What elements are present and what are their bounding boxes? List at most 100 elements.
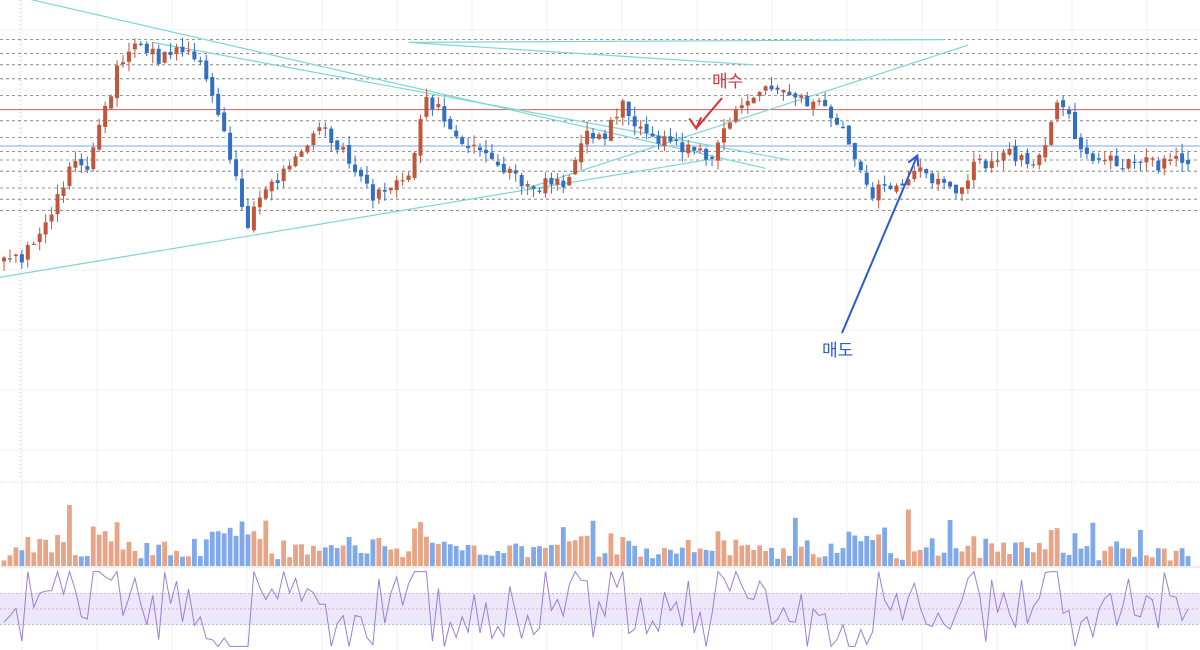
volume-bar [1144,555,1149,566]
candle-body [674,139,679,141]
candle-body [930,173,935,184]
candle-body [531,186,536,189]
candle-body [1084,147,1089,154]
volume-bar [84,556,90,566]
volume-bar [55,535,60,566]
candle-body [591,133,596,139]
candle-body [1090,153,1095,161]
candle-body [924,169,929,174]
candle-body [525,184,530,187]
candle-body [329,128,334,143]
volume-bar [114,522,120,566]
volume-bar [1185,556,1191,566]
volume-bar [299,544,304,566]
candle-body [1114,155,1119,167]
candle-body [478,147,482,151]
volume-bar [1161,548,1167,566]
volume-bar [1042,549,1048,566]
volume-bar [215,531,221,566]
candle-body [7,258,12,260]
volume-bar [923,547,929,566]
volume-bar [1007,553,1012,566]
candle-body [1150,158,1155,160]
candle-body [620,100,625,118]
sell-label: 매도 [822,341,853,361]
candle-body [430,97,435,110]
volume-bar [257,538,263,566]
candle-body [240,178,244,207]
candle-body [2,257,6,262]
candle-body [942,179,947,183]
volume-bar [608,533,614,566]
candle-body [1061,100,1066,108]
trendline [152,41,790,161]
volume-bar [180,556,185,566]
candle-body [156,48,161,64]
volume-bar [1013,542,1018,566]
candle-body [31,243,36,246]
candle-body [210,76,215,96]
volume-bar [334,548,340,566]
volume-bar [96,534,102,566]
volume-bar [73,555,78,566]
candle-body [585,130,590,145]
candle-body [1120,168,1125,170]
candle-body [1031,164,1036,166]
candle-body [549,177,554,185]
candle-body [186,50,191,52]
candle-body [1043,145,1048,158]
candle-body [382,189,387,192]
volume-bar [78,556,84,566]
candle-body [162,51,167,63]
volume-bar [13,547,19,566]
candle-body [876,184,881,201]
candle-body [829,106,834,119]
candle-body [727,122,732,129]
volume-bar [394,548,400,566]
candle-body [817,100,822,102]
volume-bar [626,540,632,566]
volume-bar [1179,548,1185,566]
volume-bar [673,553,679,566]
volume-bar [917,549,923,566]
volume-bar [906,509,911,566]
candle-body [763,86,768,91]
volume-bar [102,531,108,566]
candle-body [835,117,839,125]
volume-bar [382,546,388,566]
candle-body [662,136,667,147]
candle-body [257,197,262,208]
volume-bar [233,535,239,566]
volume-bar [995,551,1001,566]
candle-body [323,127,328,129]
candle-body [448,118,453,130]
candle-body [1126,159,1131,169]
candle-body [1162,158,1167,169]
volume-bar [644,548,649,566]
candle-body [1019,155,1024,160]
candle-body [579,143,584,163]
volume-bar [590,520,596,566]
candle-body [698,148,703,151]
candle-body [299,151,304,157]
candle-body [537,190,542,192]
volume-bar [435,543,441,566]
oscillator-pane [0,569,1200,648]
candle-body [406,175,411,181]
volume-bar [311,545,316,566]
sell-arrow [841,155,919,334]
trendline [30,0,766,169]
volume-bar [471,545,477,566]
volume-bar [810,554,816,566]
volume-bar [870,540,876,566]
volume-bar [424,536,429,566]
volume-bar [465,544,471,566]
candle-body [347,145,352,164]
volume-bar [203,539,209,566]
volume-bar [346,537,352,566]
candle-body [692,146,697,151]
volume-bar [174,550,179,566]
candle-body [495,161,500,166]
candle-body [686,144,691,154]
